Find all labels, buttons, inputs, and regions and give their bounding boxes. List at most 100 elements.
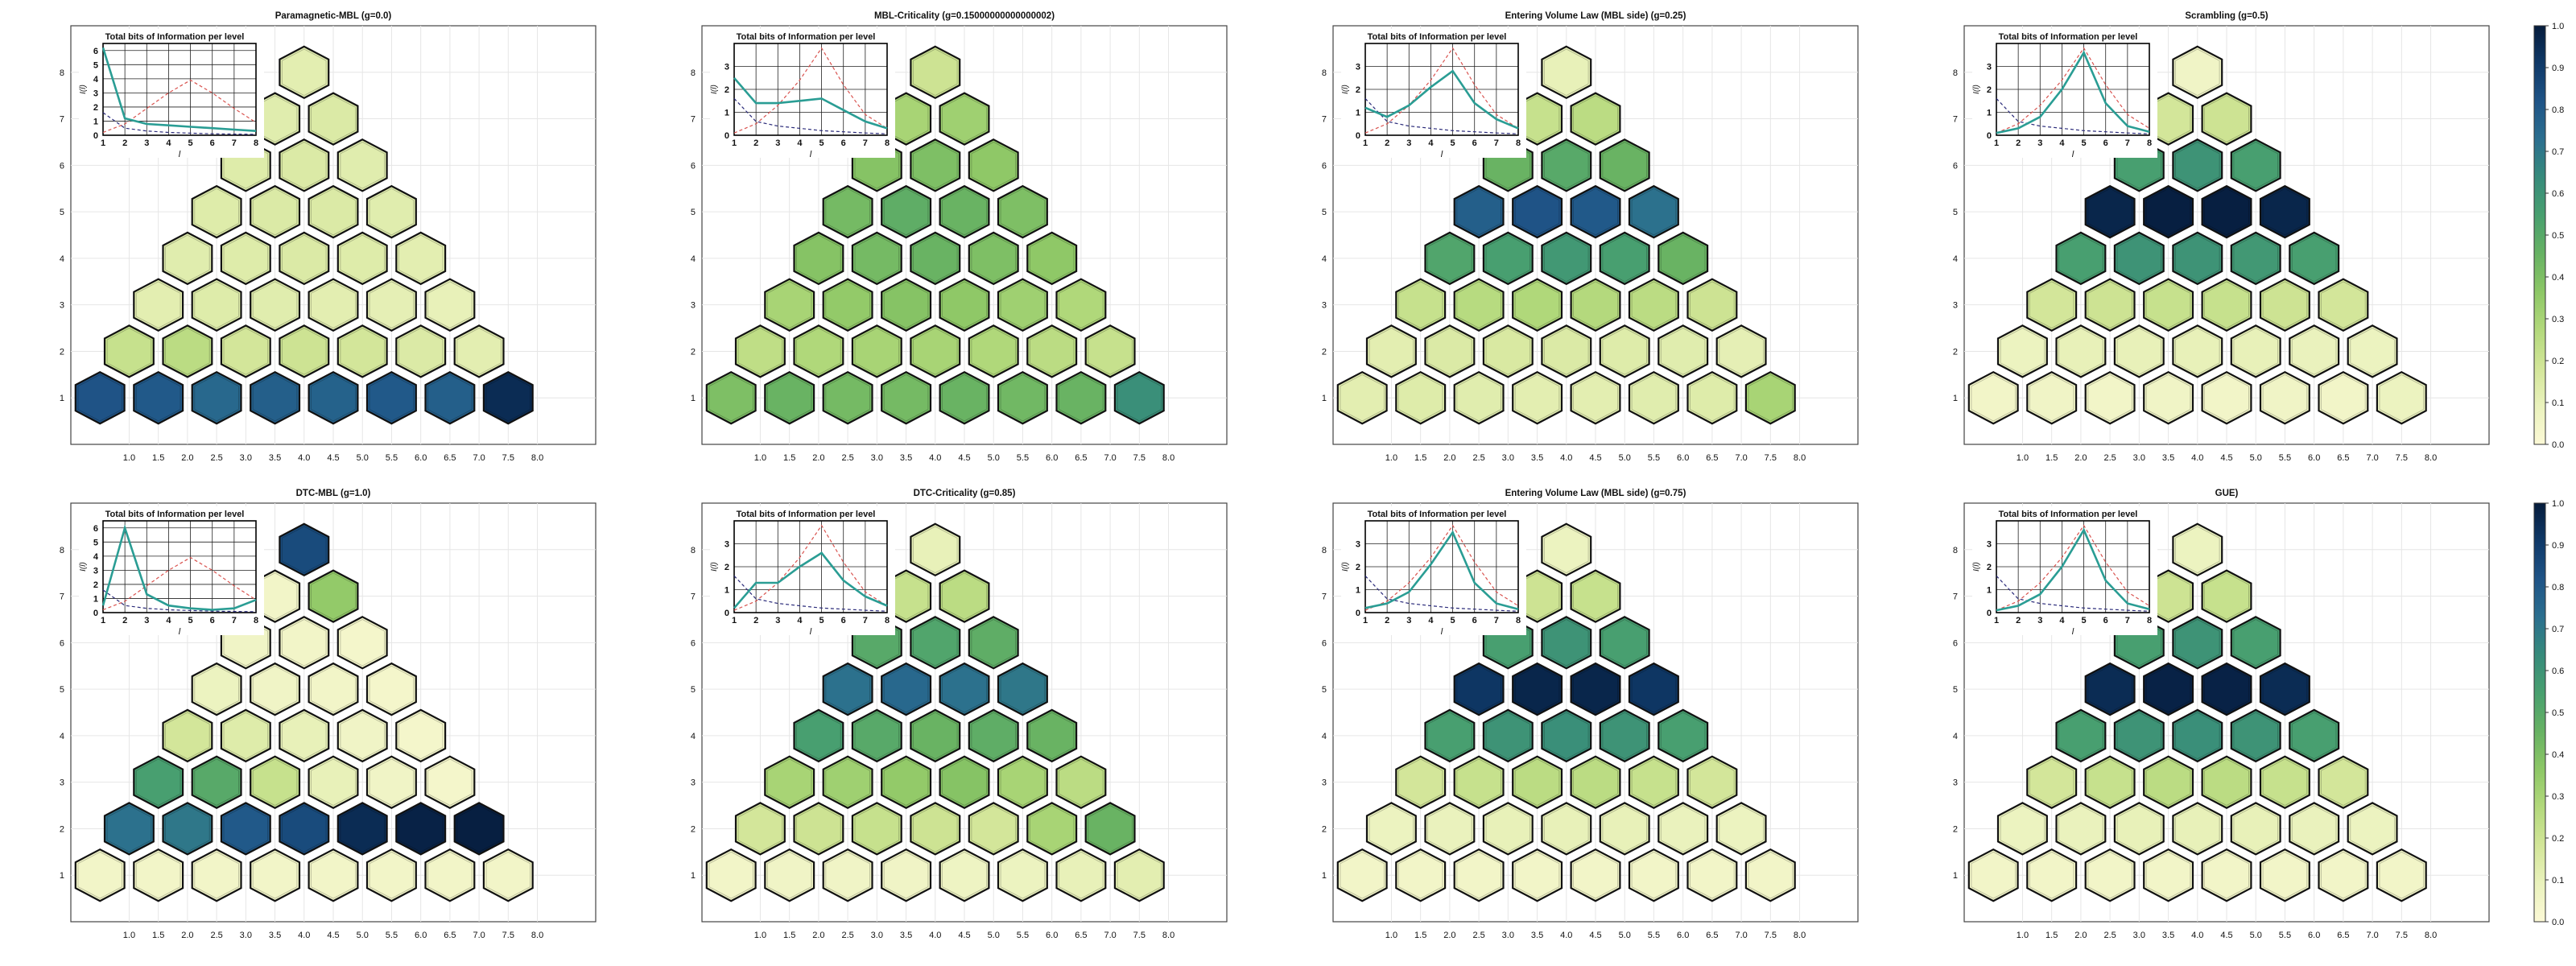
panel-7: Entering Volume Law (MBL side) (g=0.75) 1… bbox=[1322, 489, 1859, 940]
hex-cell-inner bbox=[942, 851, 987, 899]
y-tick-label: 8 bbox=[1322, 68, 1327, 78]
hex-cell bbox=[1599, 324, 1650, 378]
x-tick-label: 1.0 bbox=[754, 453, 766, 463]
hex-cell bbox=[74, 848, 126, 902]
y-tick-label: 5 bbox=[1953, 685, 1958, 695]
inset-y-tick-label: 1 bbox=[1987, 586, 1992, 596]
hex-cell-inner bbox=[825, 758, 870, 806]
hex-cell-inner bbox=[1514, 188, 1560, 236]
hex-cell bbox=[1599, 802, 1650, 856]
hex-cell-inner bbox=[1059, 851, 1104, 899]
x-tick-label: 7.0 bbox=[473, 453, 485, 463]
hex-cell-inner bbox=[135, 374, 181, 422]
y-tick-label: 7 bbox=[60, 115, 64, 125]
hex-cell-inner bbox=[2233, 712, 2279, 760]
inset-y-tick-label: 3 bbox=[93, 89, 98, 98]
inset-y-tick-label: 1 bbox=[93, 594, 98, 604]
hex-cell bbox=[764, 755, 815, 809]
hex-cell-inner bbox=[1340, 374, 1385, 422]
hex-cell-inner bbox=[2262, 188, 2308, 236]
hex-cell bbox=[851, 708, 902, 763]
hex-cell bbox=[133, 755, 184, 809]
hex-cell bbox=[1453, 848, 1505, 902]
hex-cell-inner bbox=[165, 234, 210, 283]
y-tick-label: 5 bbox=[60, 208, 64, 217]
panel-title: DTC-MBL (g=1.0) bbox=[296, 489, 371, 498]
hex-cell bbox=[1541, 616, 1592, 670]
panel-4: Scrambling (g=0.5) 1.0 1.5 2.0 2.5 3.0 3.5 4.0 4… bbox=[1953, 11, 2490, 463]
hex-cell bbox=[191, 662, 242, 716]
hex-cell bbox=[1395, 370, 1447, 425]
x-tick-label: 6.5 bbox=[1706, 453, 1718, 463]
hex-cell bbox=[2318, 848, 2369, 902]
x-tick-label: 8.0 bbox=[2425, 453, 2437, 463]
y-tick-label: 4 bbox=[1322, 254, 1327, 264]
panel-title: Entering Volume Law (MBL side) (g=0.25) bbox=[1505, 11, 1686, 21]
inset-x-tick-label: 1 bbox=[1363, 138, 1368, 148]
hex-cell bbox=[2259, 278, 2310, 332]
hex-cell bbox=[1744, 848, 1796, 902]
hex-cell-inner bbox=[942, 281, 987, 328]
hex-cell bbox=[851, 231, 902, 286]
x-tick-label: 3.0 bbox=[871, 453, 883, 463]
inset-chart: Total bits of Information per level 1 2 3 4 5… bbox=[79, 506, 264, 637]
inset-series-blue-dashed bbox=[1996, 575, 2150, 612]
hex-cell-inner bbox=[2233, 619, 2279, 667]
inset-x-tick-label: 3 bbox=[1406, 616, 1411, 625]
inset-x-tick-label: 1 bbox=[1994, 138, 1999, 148]
hex-cell bbox=[2084, 184, 2136, 239]
inset-frame bbox=[1364, 43, 1519, 136]
inset-chart: Total bits of Information per level 1 2 3 4 5… bbox=[79, 29, 264, 159]
hex-cell-inner bbox=[1088, 328, 1133, 375]
hex-cell bbox=[133, 370, 184, 425]
hex-cell bbox=[1686, 848, 1738, 902]
hex-cell bbox=[2230, 616, 2281, 670]
hex-cell-inner bbox=[398, 234, 444, 283]
inset-y-tick-label: 3 bbox=[1356, 63, 1360, 72]
y-tick-label: 5 bbox=[1322, 208, 1327, 217]
hex-cell-inner bbox=[1544, 142, 1589, 189]
hex-cell-inner bbox=[825, 281, 870, 328]
hex-cell bbox=[1744, 370, 1796, 425]
hex-cell-inner bbox=[194, 374, 239, 422]
hex-cell-inner bbox=[1456, 374, 1501, 422]
hex-cell bbox=[2113, 324, 2165, 378]
inset-y-tick-label: 3 bbox=[1356, 540, 1360, 550]
colorbar-tick-label: 0.0 bbox=[2552, 918, 2564, 927]
inset-x-tick-label: 1 bbox=[101, 138, 105, 148]
hex-cell-inner bbox=[2204, 281, 2249, 328]
hex-cell bbox=[1570, 848, 1621, 902]
x-tick-label: 4.0 bbox=[929, 453, 941, 463]
hex-cell bbox=[1512, 662, 1563, 716]
hex-cell-inner bbox=[106, 805, 152, 852]
x-tick-label: 5.5 bbox=[2279, 453, 2291, 463]
colorbar-tick-label: 1.0 bbox=[2552, 22, 2564, 31]
y-tick-label: 3 bbox=[1322, 301, 1327, 311]
x-tick-label: 6.5 bbox=[444, 931, 456, 940]
y-tick-label: 1 bbox=[691, 871, 696, 881]
hex-cell-inner bbox=[883, 374, 929, 422]
hex-cell-inner bbox=[2087, 281, 2132, 328]
inset-x-label: l bbox=[1441, 150, 1443, 159]
hex-cell-inner bbox=[942, 758, 987, 806]
hex-cell-inner bbox=[913, 805, 958, 852]
hex-cell bbox=[1657, 802, 1709, 856]
hex-cell-inner bbox=[1059, 281, 1104, 328]
hex-cell bbox=[764, 278, 815, 332]
y-tick-label: 8 bbox=[691, 68, 696, 78]
hex-cell-inner bbox=[281, 234, 327, 283]
hex-cell-inner bbox=[2029, 758, 2074, 806]
hex-cell-inner bbox=[1690, 758, 1735, 806]
hex-cell bbox=[308, 184, 359, 239]
y-tick-label: 7 bbox=[691, 592, 696, 602]
hex-cell-inner bbox=[2058, 805, 2103, 852]
y-tick-label: 3 bbox=[691, 301, 696, 311]
hex-cell-inner bbox=[1029, 234, 1075, 283]
panel-title: DTC-Criticality (g=0.85) bbox=[914, 489, 1016, 498]
x-tick-label: 5.0 bbox=[1619, 931, 1631, 940]
hex-cell-inner bbox=[2204, 188, 2249, 236]
colorbar-tick-label: 0.3 bbox=[2552, 315, 2564, 324]
hex-cell bbox=[453, 324, 505, 378]
hex-cell-inner bbox=[1690, 281, 1735, 328]
hex-cell-inner bbox=[369, 281, 415, 328]
